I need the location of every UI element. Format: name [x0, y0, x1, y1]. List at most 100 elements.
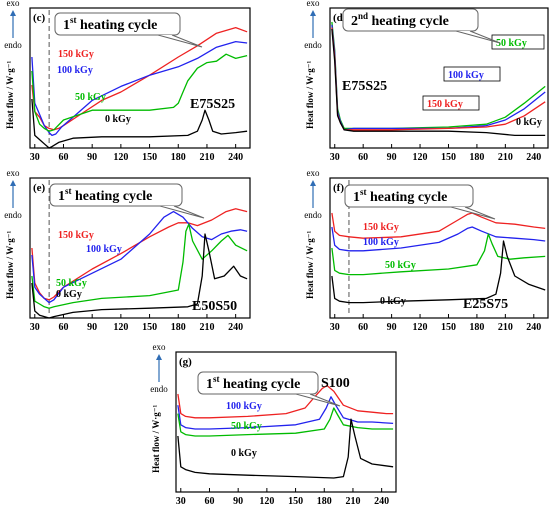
series-label: 100 kGy — [363, 237, 399, 248]
series-label: 50 kGy — [75, 92, 106, 103]
series-label: 50 kGy — [56, 278, 87, 289]
x-tick-label: 90 — [233, 496, 243, 507]
x-tick-label: 150 — [288, 496, 303, 507]
sample-name: E50S50 — [192, 299, 237, 314]
series-line-0-kGy — [331, 240, 546, 304]
x-tick-label: 30 — [30, 152, 40, 163]
x-tick-label: 240 — [526, 322, 541, 333]
x-tick-label: 90 — [387, 152, 397, 163]
x-tick-label: 60 — [358, 322, 368, 333]
x-tick-label: 240 — [228, 322, 243, 333]
series-label: 100 kGy — [226, 401, 262, 412]
panel-g: 30 60 90 120 150 180 210 240 Heat flow / W·g⁻¹ ex… — [150, 342, 397, 507]
exo-label: exo — [153, 342, 166, 352]
series-label-box — [491, 34, 545, 50]
panel-label: (g) — [179, 356, 192, 368]
exo-label: exo — [7, 168, 20, 178]
direction-arrow-icon — [10, 10, 16, 16]
cycle-callout-box — [49, 183, 183, 207]
x-tick-label: 120 — [413, 152, 428, 163]
exo-label: exo — [7, 0, 20, 8]
series-label: 50 kGy — [231, 421, 262, 432]
series-line-0-kGy — [331, 28, 546, 137]
series-line-50-kGy — [331, 233, 546, 276]
x-tick-label: 180 — [469, 322, 484, 333]
x-tick-label: 30 — [176, 496, 186, 507]
x-tick-label: 60 — [204, 496, 214, 507]
sample-name: E75S25 — [342, 79, 387, 94]
series-label: 100 kGy — [448, 70, 484, 81]
series-label: 0 kGy — [380, 296, 406, 307]
series-label: 150 kGy — [427, 99, 463, 110]
series-label-box — [422, 95, 480, 111]
cycle-label: 1st heating cycle — [58, 186, 152, 204]
panel-d: 30 60 90 120 150 180 210 240 Heat flow / W·g⁻¹ ex… — [304, 0, 549, 163]
series-label: 0 kGy — [56, 289, 82, 300]
series-line-150-kGy — [331, 212, 546, 239]
x-tick-label: 210 — [345, 496, 360, 507]
cycle-callout-pointer — [295, 393, 341, 407]
x-tick-label: 180 — [171, 152, 186, 163]
series-label: 100 kGy — [57, 65, 93, 76]
x-tick-label: 210 — [498, 152, 513, 163]
y-axis-label: Heat flow / W·g⁻¹ — [305, 230, 315, 298]
plot-frame — [175, 351, 397, 493]
endo-label: endo — [4, 210, 22, 220]
series-line-0-kGy — [31, 233, 248, 319]
sample-name: E25S75 — [463, 297, 508, 312]
x-tick-label: 150 — [441, 322, 456, 333]
endo-label: endo — [304, 40, 322, 50]
panel-e: 30 60 90 120 150 180 210 240 Heat flow / W·g⁻¹ ex… — [4, 168, 251, 333]
x-tick-label: 150 — [441, 152, 456, 163]
cycle-callout-pointer — [159, 205, 205, 219]
series-label-box — [443, 66, 501, 82]
cycle-callout-box — [344, 184, 474, 208]
panel-c: 30 60 90 120 150 180 210 240 Heat flow / W·g⁻¹ ex… — [4, 0, 251, 163]
x-tick-label: 90 — [387, 322, 397, 333]
x-tick-label: 90 — [87, 322, 97, 333]
x-tick-label: 30 — [330, 152, 340, 163]
y-axis-label: Heat flow / W·g⁻¹ — [151, 404, 161, 472]
endo-label: endo — [150, 384, 168, 394]
series-label: 0 kGy — [516, 117, 542, 128]
series-label: 50 kGy — [385, 260, 416, 271]
cycle-callout-box — [342, 8, 479, 32]
x-tick-label: 180 — [171, 322, 186, 333]
panel-label: (c) — [33, 12, 46, 24]
exo-label: exo — [307, 168, 320, 178]
x-tick-label: 210 — [199, 322, 214, 333]
cycle-callout-pointer — [157, 34, 203, 48]
x-tick-label: 180 — [317, 496, 332, 507]
direction-arrow-icon — [310, 180, 316, 186]
endo-label: endo — [304, 210, 322, 220]
cycle-callout-box — [54, 12, 181, 36]
series-line-100-kGy — [31, 210, 248, 304]
cycle-callout-pointer — [455, 30, 501, 44]
panel-f: 30 60 90 120 150 180 210 240 Heat flow / W·g⁻¹ ex… — [304, 168, 549, 333]
plot-frame — [329, 177, 549, 319]
x-tick-label: 60 — [58, 322, 68, 333]
series-line-100-kGy — [177, 396, 394, 430]
y-axis-label: Heat flow / W·g⁻¹ — [5, 60, 15, 128]
series-label: 100 kGy — [86, 244, 122, 255]
direction-arrow-icon — [310, 10, 316, 16]
x-tick-label: 30 — [30, 322, 40, 333]
endo-label: endo — [4, 40, 22, 50]
series-line-100-kGy — [331, 226, 546, 252]
series-label: 150 kGy — [58, 49, 94, 60]
x-tick-label: 120 — [413, 322, 428, 333]
x-tick-label: 240 — [228, 152, 243, 163]
x-tick-label: 180 — [469, 152, 484, 163]
sample-name: E75S25 — [190, 97, 235, 112]
x-tick-label: 210 — [498, 322, 513, 333]
x-tick-label: 150 — [142, 152, 157, 163]
x-tick-label: 60 — [58, 152, 68, 163]
series-label: 0 kGy — [105, 114, 131, 125]
series-line-0-kGy — [31, 98, 248, 149]
series-line-50-kGy — [31, 53, 248, 132]
cycle-callout-box — [197, 371, 319, 395]
exo-label: exo — [307, 0, 320, 8]
x-tick-label: 120 — [259, 496, 274, 507]
x-tick-label: 240 — [374, 496, 389, 507]
